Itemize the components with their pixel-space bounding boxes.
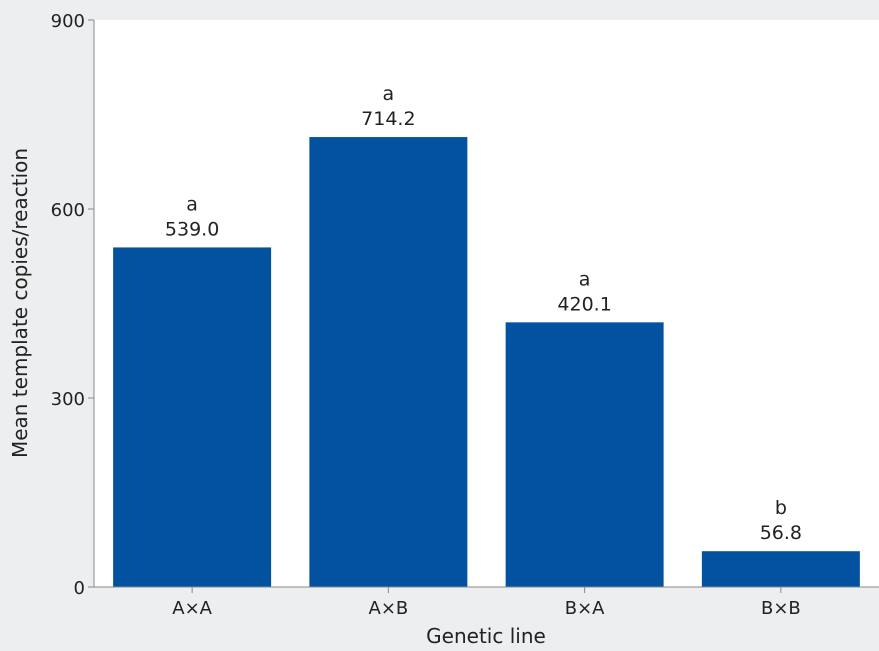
x-tick-label: B×B [761, 598, 801, 619]
x-tick-label: A×A [172, 598, 212, 619]
bar-annotations: 539.0 a 714.2 a 420.1 a 56.8 b [165, 83, 802, 544]
x-tick-label: B×A [565, 598, 605, 619]
x-axis-title: Genetic line [426, 624, 546, 648]
y-tick-label: 300 [51, 389, 85, 410]
y-tick-label: 900 [51, 11, 85, 32]
bar-value-label: 56.8 [760, 522, 802, 544]
y-axis-title: Mean template copies/reaction [8, 148, 32, 458]
significance-letter: a [186, 193, 198, 215]
bar-value-label: 714.2 [361, 108, 415, 130]
bar-value-label: 539.0 [165, 218, 219, 240]
bar-value-label: 420.1 [557, 293, 611, 315]
bar [309, 137, 468, 587]
y-tick-label: 0 [74, 578, 85, 599]
significance-letter: b [775, 497, 787, 519]
y-tick-label: 600 [51, 200, 85, 221]
bar [701, 551, 860, 587]
significance-letter: a [579, 268, 591, 290]
bar [505, 322, 664, 587]
significance-letter: a [383, 83, 395, 105]
bars [113, 137, 860, 587]
y-axis-ticks: 0 300 600 900 [51, 11, 94, 599]
x-axis-ticks: A×A A×B B×A B×B [172, 587, 801, 619]
bar [113, 247, 272, 587]
x-tick-label: A×B [369, 598, 409, 619]
